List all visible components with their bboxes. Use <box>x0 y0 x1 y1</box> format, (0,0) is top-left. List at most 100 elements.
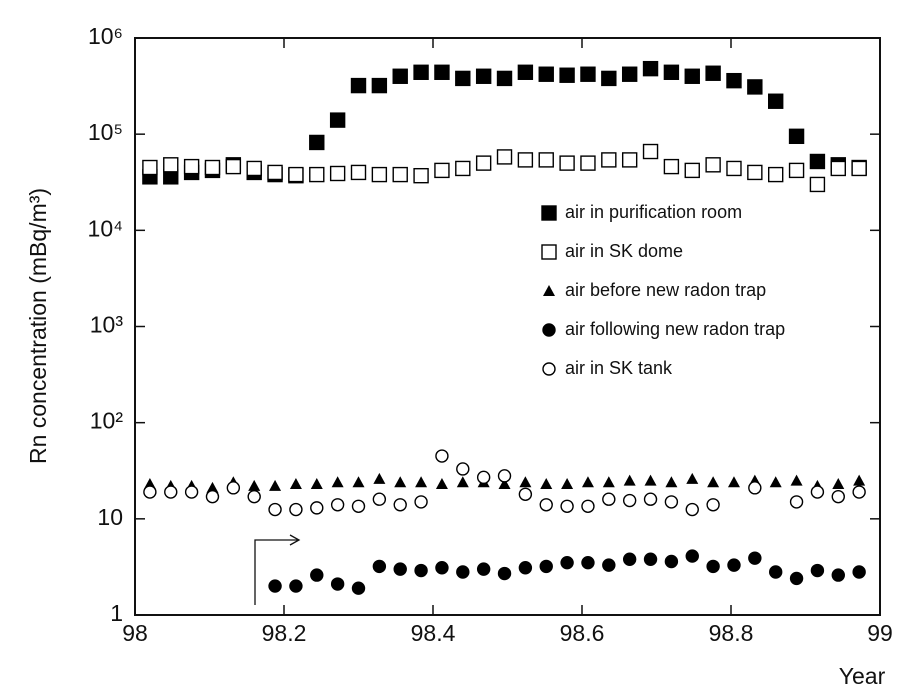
data-point <box>351 499 366 513</box>
data-point <box>351 581 366 595</box>
data-point <box>580 155 596 171</box>
data-point <box>539 498 553 512</box>
data-point <box>727 558 741 572</box>
data-point <box>310 568 324 582</box>
legend: air in purification room air in SK dome ai… <box>541 202 785 378</box>
data-point <box>289 579 303 593</box>
x-axis-label: Year <box>839 663 886 689</box>
data-point <box>225 158 242 175</box>
data-point <box>561 478 574 490</box>
data-point <box>289 502 303 517</box>
data-point <box>706 498 720 512</box>
x-tick-label: 98 <box>122 620 148 646</box>
data-point <box>540 478 553 490</box>
data-point <box>414 495 428 509</box>
data-point <box>559 67 575 83</box>
data-point <box>769 476 782 488</box>
y-tick-label: 10⁴ <box>88 215 123 241</box>
data-point <box>518 487 533 501</box>
y-tick-label: 10² <box>90 408 124 434</box>
data-point <box>330 577 345 591</box>
data-point <box>809 176 826 193</box>
y-tick-label: 10⁵ <box>88 119 123 145</box>
data-point <box>685 549 699 563</box>
data-point <box>663 158 680 175</box>
legend-marker <box>541 244 557 260</box>
data-point <box>456 476 469 488</box>
data-point <box>394 476 407 488</box>
data-point <box>623 474 636 486</box>
data-point <box>456 565 470 579</box>
data-point <box>413 64 429 80</box>
legend-label: air before new radon trap <box>565 280 766 300</box>
data-point <box>748 481 762 495</box>
data-point <box>498 478 511 490</box>
legend-label: air following new radon trap <box>565 319 785 339</box>
data-point <box>622 552 637 566</box>
data-point <box>331 476 344 488</box>
data-point <box>455 160 471 177</box>
data-point <box>560 555 574 570</box>
data-point <box>726 160 742 177</box>
x-tick-label: 99 <box>867 620 893 646</box>
data-point <box>475 155 492 171</box>
data-point <box>330 498 345 512</box>
data-point <box>289 478 302 490</box>
data-point <box>184 485 199 499</box>
data-point <box>288 166 304 183</box>
data-point <box>392 166 408 183</box>
data-point <box>705 65 721 81</box>
data-point <box>832 478 845 490</box>
data-point <box>496 149 513 165</box>
data-point <box>580 66 596 82</box>
data-point <box>663 64 680 80</box>
data-point <box>309 134 325 151</box>
y-tick-label: 10³ <box>90 312 124 338</box>
y-tick-label: 1 <box>110 600 123 626</box>
data-point <box>310 478 323 490</box>
data-point <box>706 559 720 574</box>
data-point <box>853 474 866 486</box>
data-point <box>560 499 574 513</box>
data-point <box>581 555 595 570</box>
data-point <box>852 485 866 499</box>
start-arrow <box>254 534 301 605</box>
data-point <box>705 157 721 173</box>
data-point <box>371 166 388 183</box>
data-point <box>475 68 492 84</box>
data-point <box>392 68 408 84</box>
data-point <box>204 159 221 176</box>
data-point <box>269 479 282 491</box>
data-point <box>789 571 804 586</box>
data-point <box>642 60 659 77</box>
data-point <box>393 562 407 576</box>
data-point <box>329 112 346 128</box>
y-tick-label: 10 <box>97 504 123 530</box>
data-point <box>621 66 638 82</box>
series <box>268 549 866 595</box>
data-point <box>476 562 491 576</box>
data-point <box>267 164 283 181</box>
data-point <box>685 502 699 517</box>
data-point <box>268 502 282 517</box>
data-point <box>350 164 367 181</box>
legend-label: air in SK tank <box>565 358 673 378</box>
data-point <box>602 476 615 488</box>
data-point <box>810 485 825 499</box>
data-point <box>830 160 846 177</box>
data-point <box>684 68 700 84</box>
data-point <box>434 64 450 80</box>
x-tick-label: 98.4 <box>411 620 456 646</box>
data-point <box>434 162 450 179</box>
data-point <box>476 470 491 485</box>
legend-label: air in SK dome <box>565 241 683 261</box>
data-point <box>581 499 595 513</box>
data-point <box>496 70 513 87</box>
data-point <box>163 157 179 173</box>
data-point <box>686 472 699 484</box>
legend-marker <box>542 323 556 337</box>
data-point <box>831 489 845 504</box>
data-point <box>809 153 826 170</box>
x-tick-label: 98.6 <box>560 620 605 646</box>
